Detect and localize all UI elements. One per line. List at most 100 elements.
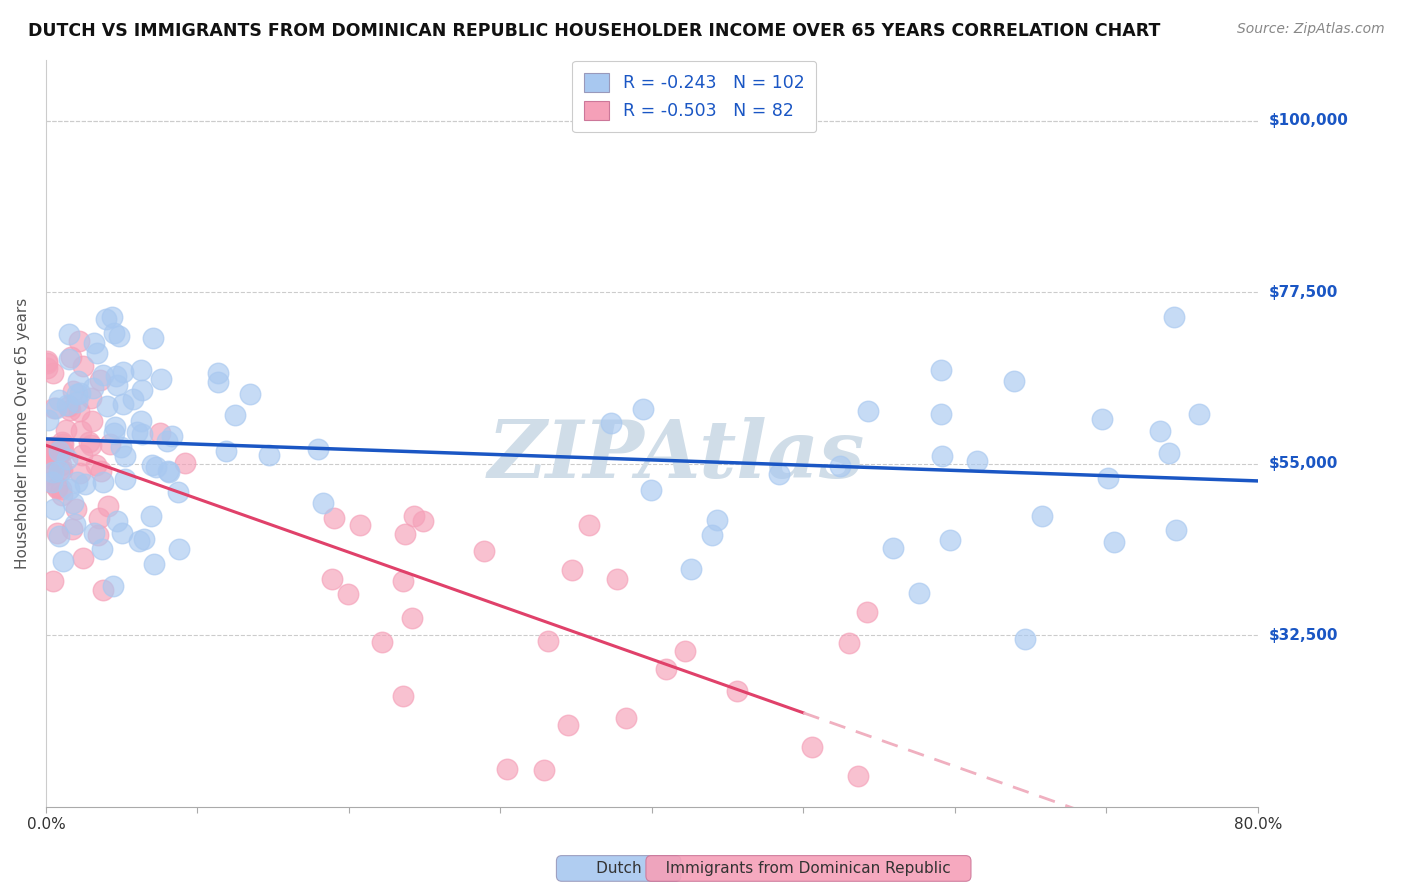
Point — [257, 449, 280, 463]
Point — [69, 466, 91, 480]
Point — [62, 496, 84, 510]
Point — [673, 644, 696, 658]
Text: $55,000: $55,000 — [1270, 457, 1339, 471]
Point — [66, 394, 89, 409]
Point — [655, 662, 678, 676]
Point — [91, 368, 114, 382]
Point — [59, 403, 82, 417]
Point — [42, 466, 65, 480]
Point — [41, 440, 63, 454]
Point — [371, 635, 394, 649]
Point — [100, 310, 122, 324]
Point — [58, 482, 80, 496]
Point — [51, 435, 73, 450]
Point — [46, 481, 69, 495]
Point — [1149, 424, 1171, 438]
Point — [101, 579, 124, 593]
Point — [929, 408, 952, 422]
Point — [114, 472, 136, 486]
Point — [66, 387, 89, 401]
Point — [599, 416, 621, 430]
Point — [700, 527, 723, 541]
Text: ZIPAtlas: ZIPAtlas — [488, 417, 865, 494]
Point — [46, 480, 69, 494]
Point — [49, 483, 72, 497]
Point — [578, 517, 600, 532]
Point — [239, 387, 262, 401]
Point — [56, 452, 79, 467]
Point — [149, 425, 172, 440]
Point — [128, 533, 150, 548]
Point — [533, 763, 555, 777]
Point — [141, 458, 163, 472]
Point — [557, 717, 579, 731]
Point — [48, 529, 70, 543]
Point — [70, 424, 93, 438]
Point — [94, 312, 117, 326]
Point — [156, 463, 179, 477]
Point — [1091, 411, 1114, 425]
Point — [681, 562, 703, 576]
Point — [51, 463, 73, 477]
Point — [72, 550, 94, 565]
Point — [37, 353, 59, 368]
Text: Source: ZipAtlas.com: Source: ZipAtlas.com — [1237, 22, 1385, 37]
Point — [321, 572, 343, 586]
Text: $100,000: $100,000 — [1270, 113, 1348, 128]
Point — [1163, 310, 1185, 325]
Point — [42, 501, 65, 516]
Point — [103, 426, 125, 441]
Point — [97, 500, 120, 514]
Point — [42, 459, 65, 474]
Point — [392, 574, 415, 588]
Point — [224, 408, 246, 422]
Point — [86, 346, 108, 360]
Point — [882, 541, 904, 555]
Point — [838, 636, 860, 650]
Point — [404, 509, 426, 524]
Point — [65, 475, 87, 490]
Point — [104, 419, 127, 434]
Point — [90, 464, 112, 478]
Point — [394, 526, 416, 541]
Point — [1164, 523, 1187, 537]
Text: Immigrants from Dominican Republic: Immigrants from Dominican Republic — [651, 861, 966, 876]
Point — [122, 392, 145, 407]
Point — [312, 496, 335, 510]
Point — [52, 443, 75, 458]
Text: $32,500: $32,500 — [1270, 628, 1339, 643]
Point — [1157, 445, 1180, 459]
Point — [110, 440, 132, 454]
Point — [207, 375, 229, 389]
Text: Dutch: Dutch — [562, 861, 675, 876]
Point — [96, 399, 118, 413]
Point — [67, 334, 90, 348]
Point — [46, 526, 69, 541]
Point — [37, 441, 59, 455]
Point — [42, 574, 65, 589]
Point — [640, 483, 662, 498]
Point — [98, 437, 121, 451]
Point — [35, 450, 58, 465]
Point — [56, 398, 79, 412]
Point — [49, 461, 72, 475]
Point — [496, 762, 519, 776]
Point — [931, 449, 953, 463]
Point — [125, 425, 148, 439]
Point — [1188, 407, 1211, 421]
Point — [72, 448, 94, 462]
Point — [42, 366, 65, 380]
Point — [60, 350, 83, 364]
Point — [87, 528, 110, 542]
Point — [73, 476, 96, 491]
Point — [91, 541, 114, 556]
Point — [69, 386, 91, 401]
Point — [72, 359, 94, 373]
Point — [105, 368, 128, 383]
Point — [323, 510, 346, 524]
Point — [536, 633, 558, 648]
Point — [105, 377, 128, 392]
Point — [800, 740, 823, 755]
Point — [52, 554, 75, 568]
Point — [91, 582, 114, 597]
